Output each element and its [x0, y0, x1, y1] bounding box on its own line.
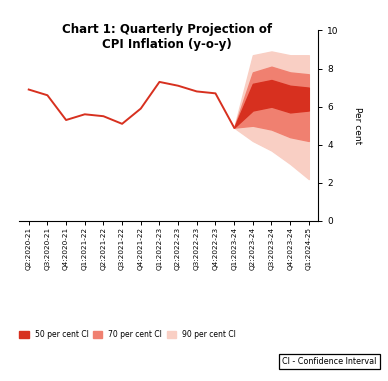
Legend: 50 per cent CI, 70 per cent CI, 90 per cent CI: 50 per cent CI, 70 per cent CI, 90 per c… [19, 330, 236, 339]
Text: CI - Confidence Interval: CI - Confidence Interval [282, 357, 376, 366]
Text: Chart 1: Quarterly Projection of
CPI Inflation (y-o-y): Chart 1: Quarterly Projection of CPI Inf… [62, 23, 272, 51]
Y-axis label: Per cent: Per cent [353, 107, 362, 144]
